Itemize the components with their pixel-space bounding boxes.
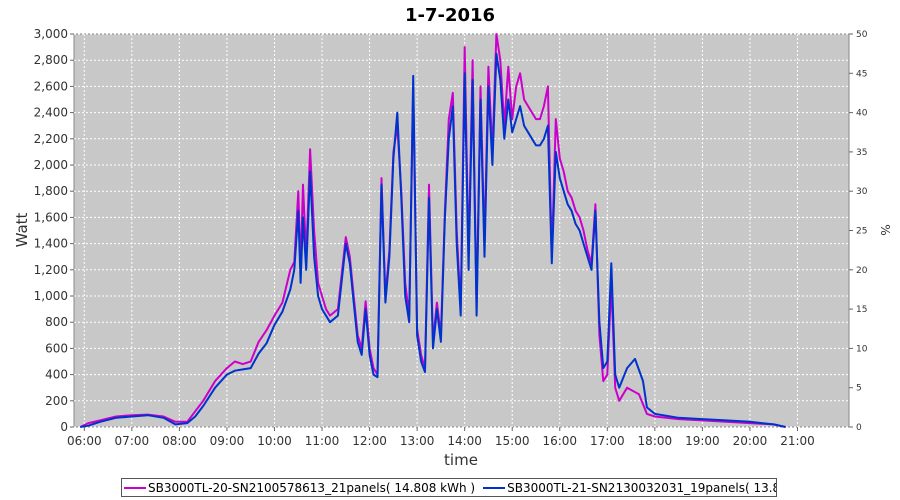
y2-tick-label: 5 [856,384,862,394]
x-tick-label: 17:00 [590,434,625,448]
y-tick-label: 0 [60,420,68,434]
x-tick-label: 15:00 [495,434,530,448]
y-tick-label: 400 [45,368,68,382]
series-line-2 [80,52,786,428]
y2-tick-label: 15 [856,305,867,315]
x-tick-label: 14:00 [447,434,482,448]
x-tick-label: 09:00 [210,434,245,448]
y-tick-label: 2,600 [34,79,68,93]
y-tick-label: 600 [45,341,68,355]
y-tick-label: 2,800 [34,53,68,67]
x-tick-label: 21:00 [780,434,815,448]
y2-tick-label: 25 [856,227,867,237]
y2-tick-label: 35 [856,148,867,158]
x-tick-label: 12:00 [352,434,387,448]
legend-swatch [483,486,506,489]
y-tick-label: 1,000 [34,289,68,303]
x-tick-label: 10:00 [257,434,292,448]
y2-tick-label: 50 [856,30,868,40]
y2-tick-label: 30 [856,187,868,197]
y-tick-label: 1,200 [34,263,68,277]
x-axis: 06:00 07:00 08:00 09:00 10:00 11:00 12:00 13:00… [67,427,815,448]
y-tick-label: 2,400 [34,106,68,120]
y2-tick-label: 40 [856,109,868,119]
legend-item: SB3000TL-21-SN2130032031_19panels( 13.87… [483,480,776,495]
y-tick-label: 1,600 [34,210,68,224]
x-tick-label: 19:00 [685,434,720,448]
y-tick-label: 1,400 [34,237,68,251]
y2-tick-label: 10 [856,344,868,354]
y-tick-label: 1,800 [34,184,68,198]
y2-tick-label: 0 [856,423,862,433]
y-tick-label: 2,200 [34,132,68,146]
x-tick-label: 13:00 [400,434,435,448]
legend-swatch [124,486,146,489]
chart-title: 1-7-2016 [405,5,495,26]
series-line-1 [79,33,786,428]
legend: SB3000TL-20-SN2100578613_21panels( 14.80… [121,478,777,497]
legend-item: SB3000TL-20-SN2100578613_21panels( 14.80… [124,481,475,495]
y-tick-label: 2,000 [34,158,68,172]
y-axis-label: Watt [13,212,31,247]
x-tick-label: 07:00 [115,434,150,448]
x-tick-label: 11:00 [305,434,340,448]
x-tick-label: 18:00 [638,434,673,448]
y-tick-label: 800 [45,315,68,329]
y-tick-label: 3,000 [34,27,68,41]
x-tick-label: 20:00 [733,434,768,448]
y2-tick-label: 45 [856,69,867,79]
y2-tick-label: 20 [856,266,868,276]
left-axis: 0 200 400 600 800 1,000 1,200 1,400 1,600 1,800 2,… [34,27,74,434]
x-axis-label: time [444,451,478,469]
legend-label: SB3000TL-20-SN2100578613_21panels( 14.80… [148,480,476,495]
right-axis: 0 5 10 15 20 25 30 35 40 45 50 [849,30,868,433]
x-tick-label: 08:00 [162,434,197,448]
y-tick-label: 200 [45,394,68,408]
x-tick-label: 16:00 [542,434,577,448]
x-tick-label: 06:00 [67,434,102,448]
legend-label: SB3000TL-21-SN2130032031_19panels( 13.87… [507,480,776,495]
series-lines [79,33,786,428]
y2-axis-label: % [878,224,892,235]
